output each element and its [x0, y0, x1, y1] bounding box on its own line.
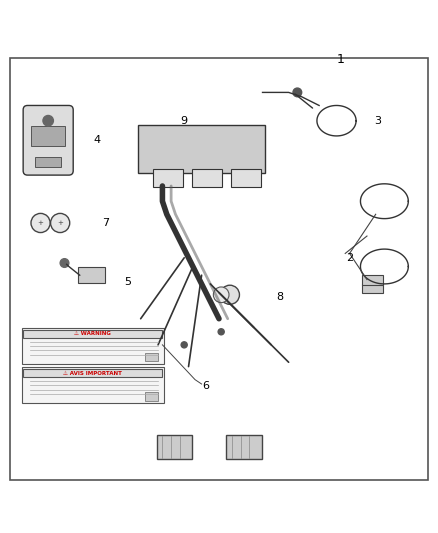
- Text: 2: 2: [346, 253, 353, 263]
- FancyBboxPatch shape: [10, 58, 428, 480]
- Text: 8: 8: [276, 292, 283, 302]
- FancyBboxPatch shape: [145, 353, 158, 361]
- Text: 5: 5: [124, 277, 131, 287]
- FancyBboxPatch shape: [22, 367, 164, 403]
- FancyBboxPatch shape: [31, 126, 65, 146]
- FancyBboxPatch shape: [23, 369, 162, 377]
- Text: ⚠ WARNING: ⚠ WARNING: [74, 332, 111, 336]
- Circle shape: [43, 116, 53, 126]
- Circle shape: [213, 287, 229, 303]
- FancyBboxPatch shape: [78, 268, 105, 283]
- FancyBboxPatch shape: [362, 284, 383, 294]
- Text: 9: 9: [180, 116, 188, 126]
- FancyBboxPatch shape: [231, 168, 261, 187]
- Text: 6: 6: [202, 381, 209, 391]
- Text: +: +: [38, 220, 43, 226]
- FancyBboxPatch shape: [138, 125, 265, 173]
- Circle shape: [220, 285, 240, 304]
- Text: 4: 4: [94, 135, 101, 146]
- Circle shape: [293, 88, 302, 97]
- Circle shape: [50, 213, 70, 232]
- FancyBboxPatch shape: [157, 435, 192, 459]
- Circle shape: [60, 259, 69, 268]
- FancyBboxPatch shape: [362, 275, 383, 285]
- FancyBboxPatch shape: [23, 329, 162, 338]
- FancyBboxPatch shape: [226, 435, 261, 459]
- Text: +: +: [57, 220, 63, 226]
- FancyBboxPatch shape: [23, 106, 73, 175]
- Circle shape: [218, 329, 224, 335]
- Text: 7: 7: [102, 218, 110, 228]
- Circle shape: [31, 213, 50, 232]
- FancyBboxPatch shape: [192, 168, 222, 187]
- Text: 1: 1: [337, 53, 345, 66]
- FancyBboxPatch shape: [22, 328, 164, 364]
- FancyBboxPatch shape: [153, 168, 183, 187]
- FancyBboxPatch shape: [35, 157, 61, 167]
- Circle shape: [181, 342, 187, 348]
- FancyBboxPatch shape: [145, 392, 158, 400]
- Text: 3: 3: [374, 116, 381, 126]
- Text: ⚠ AVIS IMPORTANT: ⚠ AVIS IMPORTANT: [64, 370, 122, 376]
